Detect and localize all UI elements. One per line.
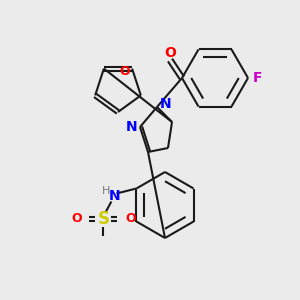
Text: N: N: [109, 188, 120, 203]
Text: O: O: [71, 212, 82, 225]
Text: N: N: [126, 120, 138, 134]
Text: F: F: [253, 71, 262, 85]
Text: H: H: [102, 185, 111, 196]
Text: O: O: [164, 46, 176, 60]
Text: O: O: [120, 65, 130, 78]
Text: O: O: [125, 212, 136, 225]
Text: N: N: [160, 97, 172, 111]
Text: S: S: [98, 209, 110, 227]
